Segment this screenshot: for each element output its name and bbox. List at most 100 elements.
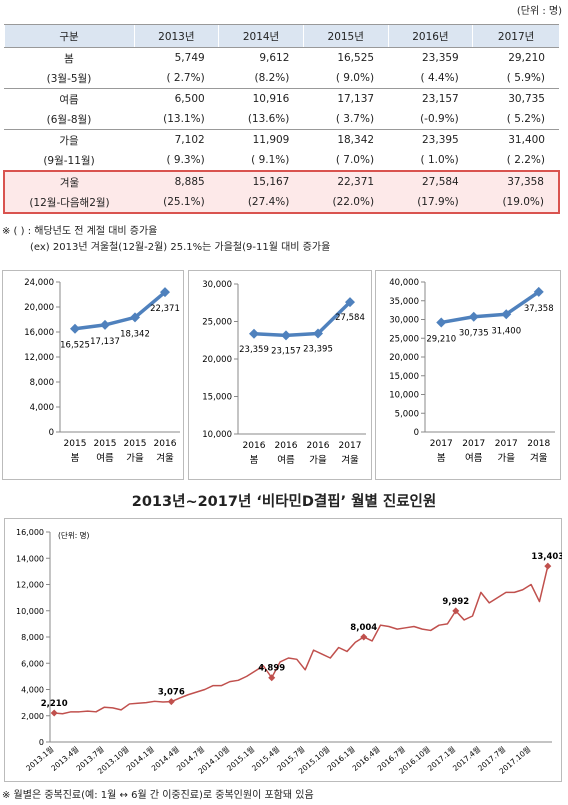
data-label: 22,371 <box>150 304 180 314</box>
marker <box>100 319 110 330</box>
header-cell: 2013년 <box>133 24 219 48</box>
x-tick-label: 2016 <box>154 439 177 449</box>
y-tick-label: 15,000 <box>202 393 232 403</box>
data-line <box>253 300 352 338</box>
marker <box>249 328 259 339</box>
x-tick-label: 2017 <box>462 439 485 449</box>
note: (ex) 2013년 겨울철(12월-2월) 25.1%는 가을철(9-11월 … <box>30 242 331 253</box>
cell-rate: ( 4.4%) <box>420 72 459 84</box>
cell-value: 23,157 <box>422 93 459 105</box>
y-tick-label: 0 <box>39 738 44 747</box>
cell-rate: (22.0%) <box>332 196 375 208</box>
y-tick-label: 15,000 <box>389 372 419 382</box>
marker <box>160 287 170 298</box>
cell-value: 23,359 <box>422 52 459 64</box>
table-header: 구분 2013년 2014년 2015년 2016년 2017년 <box>3 24 559 48</box>
y-tick-label: 30,000 <box>389 316 419 326</box>
marker <box>452 607 460 615</box>
chart-frame <box>4 518 562 782</box>
x-tick-sublabel: 겨울 <box>530 453 548 464</box>
data-line <box>440 290 540 325</box>
data-label: 23,157 <box>271 346 301 356</box>
data-label: 8,004 <box>350 623 377 633</box>
note: ※ ( ) : 해당년도 전 계절 대비 증가율 <box>2 226 158 237</box>
chart: 0 5,000 10,000 15,000 20,000 25,000 30,000 35,0… <box>375 270 561 480</box>
x-tick-sublabel: 가을 <box>126 453 144 464</box>
season-label: 가을 <box>59 134 79 147</box>
header-cell: 2015년 <box>302 24 389 48</box>
marker <box>501 309 512 320</box>
chart-title: 2013년~2017년 ‘비타민D결핍’ 월별 진료인원 <box>131 494 437 510</box>
season-months: (12월-다음해2월) <box>29 196 110 209</box>
y-tick-label: 4,000 <box>21 686 44 695</box>
cell-rate: ( 7.0%) <box>335 154 375 166</box>
cell-value: 29,210 <box>508 52 545 64</box>
x-tick-label: 2015 <box>124 439 147 449</box>
x-tick-label: 2015 <box>94 439 117 449</box>
header-cell: 2016년 <box>387 24 473 48</box>
cell-value: 7,102 <box>174 134 205 146</box>
marker <box>533 286 544 297</box>
marker <box>268 674 276 682</box>
season-table: 구분 2013년 2014년 2015년 2016년 2017년 봄 5,749 9,612 16… <box>3 24 560 214</box>
y-tick-label: 25,000 <box>202 318 232 328</box>
data-label: 13,403 <box>531 552 562 562</box>
header-cell: 2014년 <box>218 24 304 48</box>
x-tick-sublabel: 여름 <box>277 454 295 466</box>
cell-rate: ( 2.7%) <box>166 72 205 84</box>
y-tick-label: 5,000 <box>395 409 419 419</box>
x-tick-label: 2018 <box>527 439 550 449</box>
cell-value: 30,735 <box>508 93 545 105</box>
x-tick-sublabel: 봄 <box>250 455 259 466</box>
cell-rate: (8.2%) <box>254 72 290 84</box>
y-tick-label: 14,000 <box>16 554 44 563</box>
cell-rate: ( 9.1%) <box>251 154 290 166</box>
y-tick-label: 20,000 <box>389 353 419 363</box>
season-label: 여름 <box>59 93 79 106</box>
marker <box>436 317 447 328</box>
marker <box>130 312 140 323</box>
cell-rate: ( 9.0%) <box>335 72 375 84</box>
data-label: 17,137 <box>90 337 120 347</box>
y-tick-label: 8,000 <box>30 378 54 388</box>
x-tick-sublabel: 봄 <box>71 453 80 464</box>
marker <box>360 633 368 641</box>
y-tick-label: 20,000 <box>24 303 54 313</box>
rate-row: (3월-5월) ( 2.7%) (8.2%) ( 9.0%) ( 4.4%) ( 5.9%… <box>4 68 559 89</box>
cell-value: 27,584 <box>422 176 459 188</box>
x-tick-sublabel: 가을 <box>498 453 516 464</box>
cell-value: 18,342 <box>337 134 375 146</box>
data-label: 23,395 <box>303 345 333 355</box>
y-tick-label: 2,000 <box>21 712 44 721</box>
x-tick-label: 2016 <box>243 441 266 451</box>
x-tick-sublabel: 가을 <box>309 455 327 466</box>
value-row: 겨울 8,885 15,167 22,371 27,584 37,358 <box>4 171 559 192</box>
cell-value: 15,167 <box>252 176 290 188</box>
x-tick-sublabel: 겨울 <box>156 453 174 464</box>
x-tick-label: 2016 <box>275 441 298 451</box>
value-row: 가을 7,102 11,909 18,342 23,395 31,400 <box>4 130 559 151</box>
y-tick-label: 10,000 <box>202 430 232 440</box>
chart: 0 4,000 8,000 12,000 16,000 20,000 24,000 2015 봄… <box>2 270 184 480</box>
season-label: 겨울 <box>59 176 80 189</box>
data-label: 2,210 <box>41 699 68 709</box>
x-tick-label: 2017 <box>495 439 518 449</box>
value-row: 봄 5,749 9,612 16,525 23,359 29,210 <box>4 48 559 69</box>
season-label: 봄 <box>64 52 74 65</box>
y-tick-label: 12,000 <box>24 353 54 363</box>
y-tick-label: 25,000 <box>389 334 419 344</box>
data-label: 9,992 <box>442 597 469 607</box>
rate-row: (12월-다음해2월) (25.1%) (27.4%) (22.0%) (17.9%) (… <box>4 192 559 213</box>
chart-frame <box>375 270 561 480</box>
x-tick-label: 2015 <box>64 439 87 449</box>
data-label: 37,358 <box>524 304 554 314</box>
season-months: (6월-8월) <box>46 113 92 126</box>
x-tick-label: 2016 <box>307 441 330 451</box>
data-line <box>74 290 167 331</box>
cell-value: 11,909 <box>252 134 290 146</box>
data-line <box>54 565 549 715</box>
cell-value: 17,137 <box>337 93 375 105</box>
chart-frame <box>2 270 184 480</box>
season-group: 봄 5,749 9,612 16,525 23,359 29,210 (3월-5월) ( 2.… <box>4 48 559 89</box>
